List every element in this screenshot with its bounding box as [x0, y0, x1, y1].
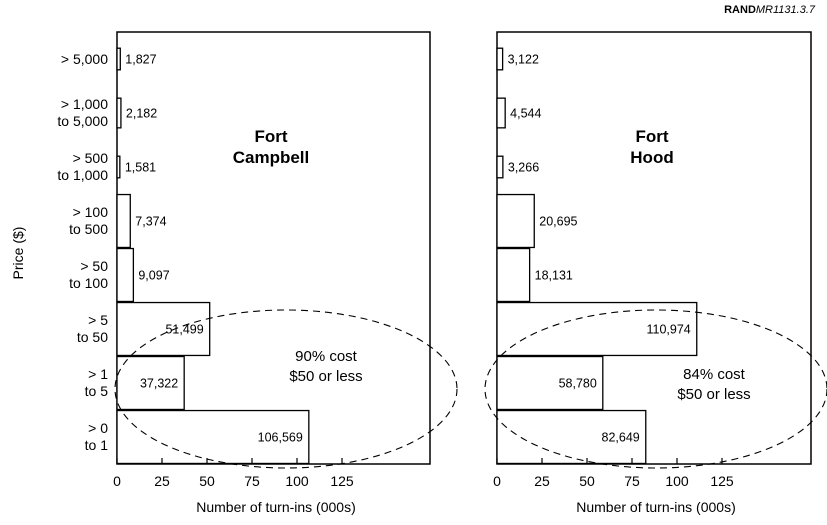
data-label-hood: 82,649 — [602, 431, 640, 445]
y-tick-label-line2: to 1 — [84, 437, 108, 453]
y-tick-label-line2: to 100 — [69, 275, 108, 291]
y-tick-label: > 100 to 500 — [8, 204, 108, 238]
y-tick-label-line1: > 5 — [88, 312, 108, 328]
x-tick-label-hood: 25 — [534, 473, 550, 489]
y-tick-label-line2: to 50 — [76, 329, 108, 345]
panel-title-campbell-line2: Campbell — [232, 148, 310, 167]
data-label-campbell: 1,827 — [125, 53, 156, 67]
y-tick-label-line1: > 50 — [80, 258, 108, 274]
x-tick-label-hood: 125 — [710, 473, 734, 489]
figure-reference-code: MR1131.3.7 — [755, 4, 815, 16]
bar-campbell — [116, 355, 185, 411]
bar-campbell — [116, 301, 211, 357]
annotation-campbell-line1: 90% cost — [295, 348, 357, 365]
bar-campbell — [116, 97, 122, 129]
bar-hood — [496, 247, 531, 303]
x-tick-label-campbell: 125 — [330, 473, 354, 489]
y-tick-label-line2: to 500 — [69, 221, 108, 237]
bar-hood — [496, 155, 504, 179]
x-tick-label-campbell: 0 — [113, 473, 121, 489]
x-tick-label-hood: 75 — [624, 473, 640, 489]
y-tick-label-line2: to 5 — [84, 383, 108, 399]
bar-hood — [496, 409, 647, 465]
panel-title-campbell-line1: Fort — [254, 127, 288, 146]
data-label-campbell: 9,097 — [138, 269, 169, 283]
y-tick-label-line1: > 100 — [72, 204, 108, 220]
y-tick-label: > 5,000 — [8, 51, 108, 68]
annotation-hood-line1: 84% cost — [683, 366, 745, 383]
data-label-campbell: 1,581 — [125, 161, 156, 175]
bar-hood — [496, 193, 535, 249]
x-tick-label-campbell: 25 — [154, 473, 170, 489]
y-tick-label: > 500 to 1,000 — [8, 150, 108, 184]
y-tick-label-line1: > 500 — [72, 150, 108, 166]
x-tick-label-campbell: 75 — [244, 473, 260, 489]
x-tick-label-hood: 50 — [579, 473, 595, 489]
y-tick-label: > 50 to 100 — [8, 258, 108, 292]
dashed-ellipse-campbell — [114, 309, 458, 469]
data-label-campbell: 51,499 — [165, 323, 203, 337]
y-tick-label-line1: > 5,000 — [60, 50, 108, 67]
x-tick-label-hood: 100 — [665, 473, 689, 489]
panel-title-hood-line2: Hood — [630, 148, 674, 167]
bar-campbell — [116, 47, 121, 71]
y-tick-label-line1: > 1 — [88, 366, 108, 382]
data-label-campbell: 7,374 — [135, 215, 166, 229]
data-label-campbell: 2,182 — [126, 107, 157, 121]
bar-campbell — [116, 409, 310, 465]
x-tick-label-campbell: 100 — [285, 473, 309, 489]
x-axis-label-hood: Number of turn-ins (000s) — [576, 499, 736, 515]
data-label-hood: 18,131 — [535, 269, 573, 283]
bar-hood — [496, 301, 698, 357]
bar-hood — [496, 47, 504, 71]
bar-hood — [496, 355, 604, 411]
data-label-hood: 58,780 — [559, 377, 597, 391]
data-label-hood: 4,544 — [510, 107, 541, 121]
annotation-hood-line2: $50 or less — [677, 386, 751, 403]
panel-title-campbell: Fort Campbell — [201, 126, 341, 168]
panel-title-hood: Fort Hood — [582, 126, 722, 168]
y-tick-label: > 1 to 5 — [8, 366, 108, 400]
x-tick-label-hood: 0 — [493, 473, 501, 489]
panel-title-hood-line1: Fort — [635, 127, 669, 146]
y-tick-label-line1: > 1,000 — [60, 96, 108, 112]
bar-campbell — [116, 247, 135, 303]
data-label-campbell: 37,322 — [140, 377, 178, 391]
data-label-hood: 3,266 — [508, 161, 539, 175]
y-tick-label-line2: to 5,000 — [57, 113, 108, 129]
x-axis-label-campbell: Number of turn-ins (000s) — [196, 499, 356, 515]
bar-campbell — [116, 193, 131, 249]
bar-hood — [496, 97, 506, 129]
data-label-hood: 20,695 — [539, 215, 577, 229]
figure-reference: RANDMR1131.3.7 — [724, 4, 815, 16]
bar-campbell — [116, 155, 121, 179]
y-tick-label: > 5 to 50 — [8, 312, 108, 346]
figure-reference-prefix: RAND — [724, 4, 756, 16]
annotation-campbell-line2: $50 or less — [289, 368, 363, 385]
x-tick-label-campbell: 50 — [199, 473, 215, 489]
y-tick-label: > 1,000 to 5,000 — [8, 96, 108, 130]
y-tick-label-line1: > 0 — [88, 420, 108, 436]
annotation-hood: 84% cost $50 or less — [654, 365, 774, 405]
data-label-hood: 110,974 — [646, 323, 690, 337]
annotation-campbell: 90% cost $50 or less — [266, 347, 386, 387]
y-tick-label-line2: to 1,000 — [57, 167, 108, 183]
data-label-campbell: 106,569 — [258, 431, 303, 445]
data-label-hood: 3,122 — [508, 53, 539, 67]
y-tick-label: > 0 to 1 — [8, 420, 108, 454]
